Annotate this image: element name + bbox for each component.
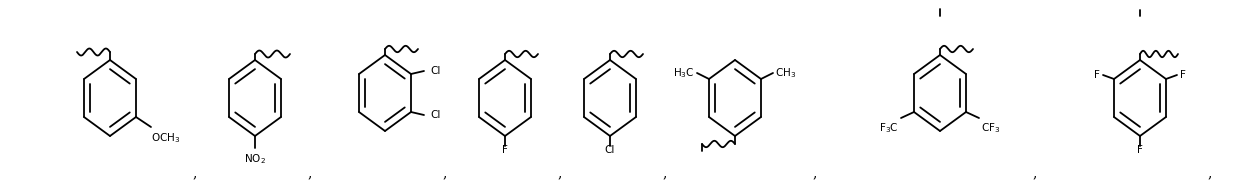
- Text: F$_3$C: F$_3$C: [879, 121, 899, 135]
- Text: H$_3$C: H$_3$C: [673, 66, 695, 80]
- Text: F: F: [503, 145, 508, 155]
- Text: Cl: Cl: [605, 145, 615, 155]
- Text: ,: ,: [558, 166, 562, 180]
- Text: F: F: [1180, 70, 1186, 80]
- Text: ,: ,: [1208, 166, 1212, 180]
- Text: CH$_3$: CH$_3$: [775, 66, 796, 80]
- Text: ,: ,: [443, 166, 447, 180]
- Text: ,: ,: [1032, 166, 1037, 180]
- Text: NO$_2$: NO$_2$: [244, 152, 266, 166]
- Text: F: F: [1136, 145, 1143, 155]
- Text: ,: ,: [813, 166, 817, 180]
- Text: OCH$_3$: OCH$_3$: [151, 131, 181, 145]
- Text: ,: ,: [662, 166, 667, 180]
- Text: ,: ,: [308, 166, 312, 180]
- Text: F: F: [1094, 70, 1101, 80]
- Text: CF$_3$: CF$_3$: [980, 121, 1000, 135]
- Text: Cl: Cl: [430, 66, 441, 76]
- Text: ,: ,: [193, 166, 197, 180]
- Text: Cl: Cl: [430, 110, 441, 120]
